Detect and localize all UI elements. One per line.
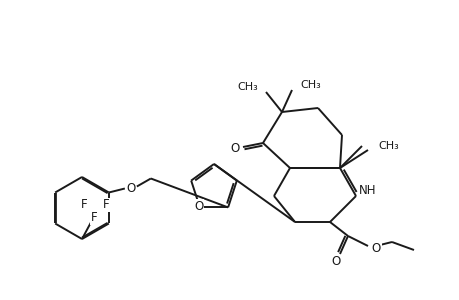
Text: O: O [370, 242, 380, 256]
Text: O: O [230, 142, 239, 154]
Text: CH₃: CH₃ [299, 80, 320, 90]
Text: F: F [102, 199, 109, 212]
Text: F: F [90, 212, 97, 224]
Text: O: O [194, 200, 203, 213]
Text: CH₃: CH₃ [377, 141, 398, 151]
Text: O: O [330, 256, 340, 268]
Text: F: F [80, 199, 87, 212]
Text: O: O [126, 182, 135, 195]
Text: CH₃: CH₃ [237, 82, 257, 92]
Text: NH: NH [358, 184, 376, 196]
